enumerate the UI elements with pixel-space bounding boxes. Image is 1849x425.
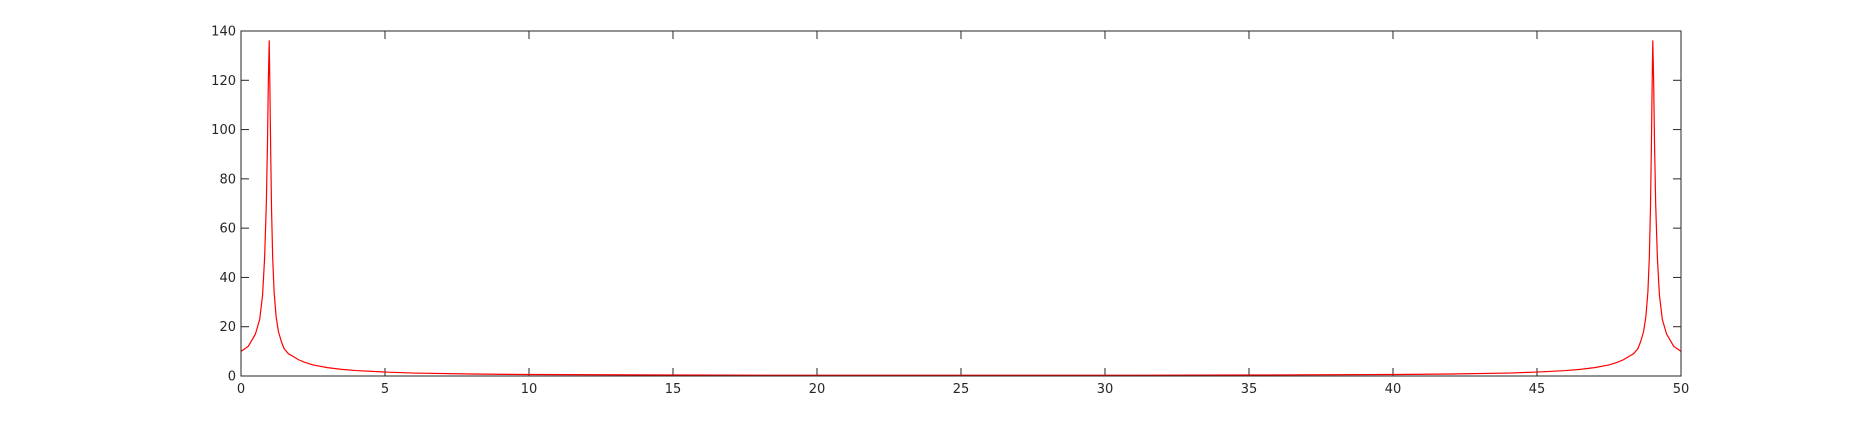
x-tick-label: 15 [665,382,682,397]
y-tick-label: 80 [219,172,236,187]
y-tick-label: 20 [219,320,236,335]
axis-tick-labels: 0 5 10 15 20 25 30 35 40 45 50 0 20 40 60 80 100 120 140 [211,25,1689,398]
series-layer [240,40,1682,376]
x-tick-label: 0 [237,382,245,397]
y-tick-label: 100 [211,123,236,138]
axes-box [240,30,1682,377]
x-tick-label: 25 [953,382,970,397]
x-tick-label: 35 [1241,382,1258,397]
y-tick-label: 0 [228,370,236,385]
x-tick-label: 30 [1097,382,1114,397]
x-tick-label: 5 [381,382,389,397]
y-tick-label: 120 [211,74,236,89]
x-tick-label: 20 [809,382,826,397]
y-tick-label: 40 [219,271,236,286]
x-tick-label: 10 [521,382,538,397]
series-line [240,40,1682,376]
x-tick-label: 50 [1673,382,1690,397]
y-tick-label: 60 [219,222,236,237]
x-tick-label: 40 [1385,382,1402,397]
y-tick-label: 140 [211,25,236,40]
plot-area [241,31,1681,376]
x-tick-label: 45 [1529,382,1546,397]
